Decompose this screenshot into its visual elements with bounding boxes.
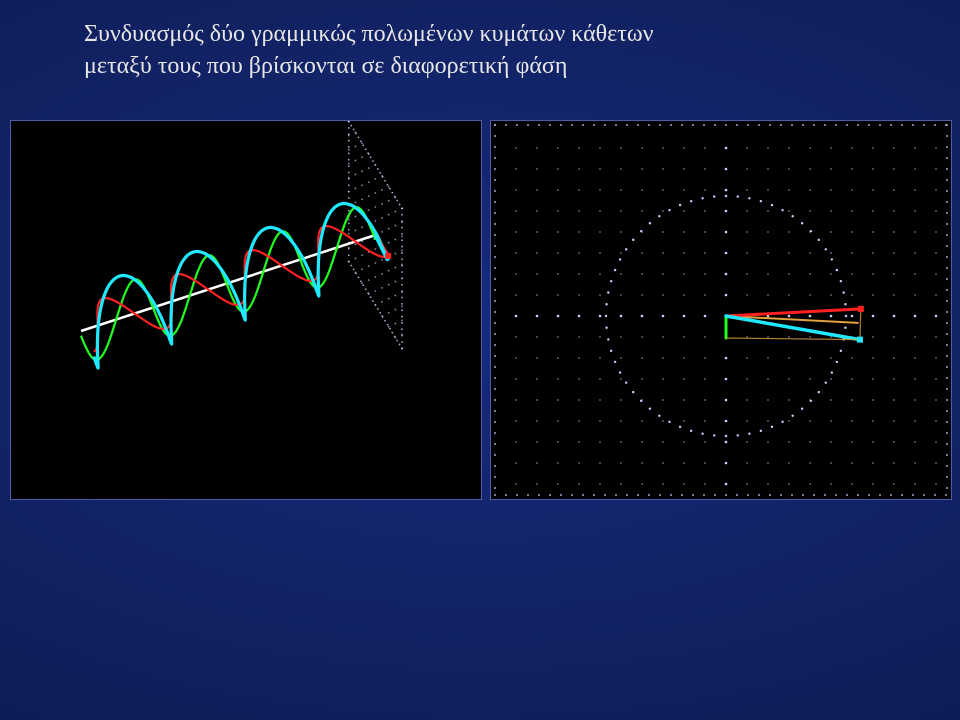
panel-cross-section — [490, 120, 952, 500]
cross-section-svg — [491, 121, 951, 499]
wave-3d-svg — [11, 121, 481, 499]
title-line-1: Συνδυασμός δύο γραμμικώς πολωμένων κυμάτ… — [84, 21, 654, 47]
slide: Συνδυασμός δύο γραμμικώς πολωμένων κυμάτ… — [0, 0, 960, 720]
panel-3d-wave — [10, 120, 482, 500]
title-line-2: μεταξύ τους που βρίσκονται σε διαφορετικ… — [84, 53, 567, 79]
slide-title: Συνδυασμός δύο γραμμικώς πολωμένων κυμάτ… — [84, 18, 904, 83]
swoosh-decoration — [0, 510, 960, 720]
